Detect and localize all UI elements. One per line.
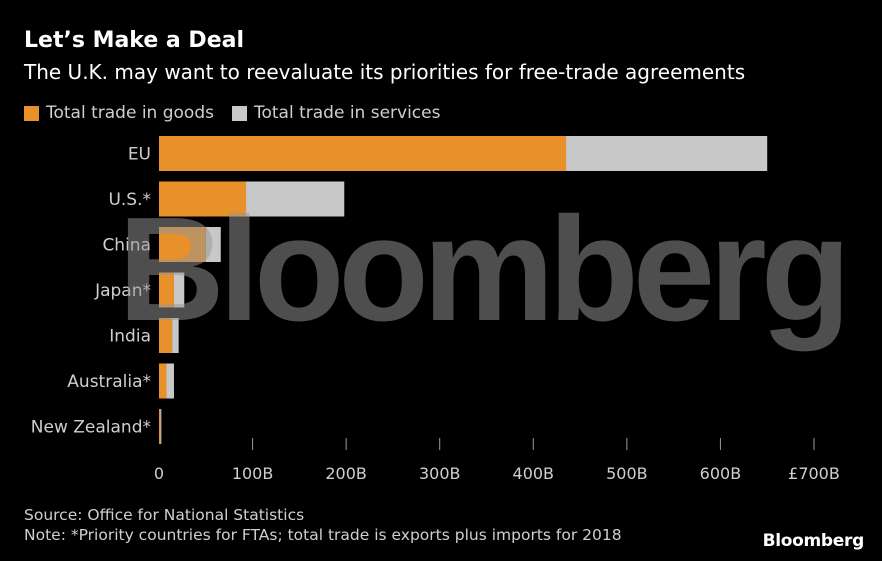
- legend-swatch-goods: [24, 105, 39, 121]
- bar-goods: [159, 363, 167, 399]
- bar-services: [166, 363, 174, 399]
- chart-subtitle: The U.K. may want to reevaluate its prio…: [24, 60, 746, 84]
- x-tick-label: 100B: [232, 464, 274, 483]
- x-tick-label: 0: [154, 464, 164, 483]
- legend-label-goods: Total trade in goods: [46, 103, 214, 123]
- x-tick-label: 600B: [700, 464, 742, 483]
- note-text: Note: *Priority countries for FTAs; tota…: [24, 526, 622, 544]
- category-label: Australia*: [67, 372, 151, 392]
- x-tick-label: 500B: [606, 464, 648, 483]
- legend-item-services: Total trade in services: [231, 103, 441, 123]
- bar-services: [246, 181, 345, 217]
- bar-goods: [159, 181, 247, 217]
- category-label: India: [109, 327, 151, 347]
- x-tick-label: 300B: [419, 464, 461, 483]
- chart-notes: Source: Office for National Statistics N…: [24, 505, 622, 545]
- chart-title: Let’s Make a Deal: [24, 28, 244, 53]
- bar-services: [205, 227, 221, 262]
- bloomberg-logo: Bloomberg: [762, 531, 865, 551]
- category-label: Japan*: [94, 281, 151, 301]
- bar-goods: [159, 318, 173, 353]
- bar-services: [160, 409, 162, 444]
- bar-services: [173, 272, 185, 308]
- category-label: U.S.*: [108, 190, 151, 210]
- bar-goods: [159, 409, 161, 444]
- x-tick-label: 200B: [325, 464, 367, 483]
- bar-services: [172, 318, 179, 353]
- bar-goods: [159, 272, 174, 308]
- bar-goods: [159, 136, 567, 171]
- source-text: Source: Office for National Statistics: [24, 506, 305, 524]
- bar-services: [566, 136, 768, 171]
- legend: Total trade in goods Total trade in serv…: [24, 103, 458, 123]
- x-tick-label: £700B: [788, 464, 840, 483]
- x-tick-label: 400B: [513, 464, 555, 483]
- bar-chart: EU U.S.* China Japan* India Australia* New Zea…: [31, 136, 840, 483]
- category-label: New Zealand*: [31, 418, 151, 438]
- bar-goods: [159, 227, 206, 262]
- legend-label-services: Total trade in services: [253, 103, 441, 123]
- category-label: China: [102, 236, 151, 256]
- legend-item-goods: Total trade in goods: [24, 103, 214, 123]
- category-label: EU: [128, 145, 151, 165]
- legend-swatch-services: [231, 105, 247, 121]
